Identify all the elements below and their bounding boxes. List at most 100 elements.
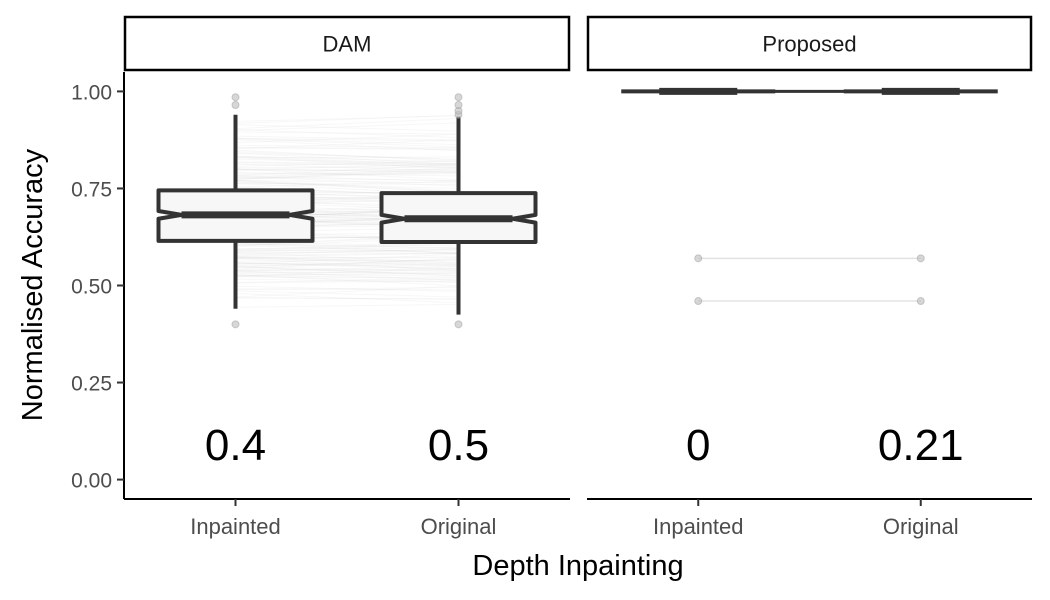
paired-line [235, 156, 459, 168]
paired-line [235, 243, 459, 253]
paired-line [235, 180, 459, 193]
facet-strip-label: Proposed [762, 32, 856, 57]
x-axis-label: Depth Inpainting [472, 550, 683, 582]
paired-line [235, 272, 459, 277]
x-tick-label: Original [421, 514, 497, 539]
box-original [379, 93, 538, 329]
paired-line [235, 155, 459, 166]
paired-line [235, 275, 459, 283]
outlier-point [916, 254, 925, 263]
paired-line [235, 176, 459, 182]
paired-line [235, 156, 459, 159]
outlier-point [454, 100, 463, 109]
paired-line [235, 249, 459, 253]
paired-line [235, 168, 459, 180]
paired-line [235, 285, 459, 292]
paired-line [235, 251, 459, 264]
paired-line [235, 158, 459, 165]
outlier-point [694, 297, 703, 306]
paired-line [235, 171, 459, 180]
paired-line [235, 297, 459, 300]
paired-line [235, 255, 459, 265]
paired-line [235, 149, 459, 163]
paired-line [235, 160, 459, 167]
annotation-label: 0 [686, 421, 710, 470]
paired-line [235, 278, 459, 283]
paired-line [235, 139, 459, 150]
paired-line [235, 270, 459, 282]
paired-line [235, 251, 459, 254]
paired-line [235, 266, 459, 277]
annotation-label: 0.21 [878, 421, 964, 470]
paired-line [235, 133, 459, 144]
outlier-point [454, 93, 463, 102]
paired-line [235, 267, 459, 277]
paired-line [235, 286, 459, 291]
y-tick-label: 0.00 [71, 470, 112, 493]
paired-line [235, 242, 459, 247]
paired-line [235, 179, 459, 184]
paired-line [235, 172, 459, 177]
paired-line [235, 263, 459, 265]
paired-line [235, 135, 459, 141]
facet-strip-label: DAM [323, 32, 372, 57]
paired-line [235, 242, 459, 254]
paired-line [235, 280, 459, 284]
paired-line [235, 285, 459, 298]
paired-line [235, 163, 459, 171]
box-inpainted [156, 93, 315, 329]
paired-line [235, 175, 459, 182]
paired-line [235, 144, 459, 149]
y-tick-label: 1.00 [71, 81, 112, 104]
outlier-point [694, 254, 703, 263]
paired-line [235, 147, 459, 151]
paired-line [235, 261, 459, 269]
paired-line [235, 274, 459, 287]
paired-line [235, 173, 459, 176]
paired-line [235, 243, 459, 249]
paired-line [235, 243, 459, 249]
paired-line [235, 253, 459, 265]
facet-strip [123, 15, 571, 72]
paired-line [235, 152, 459, 160]
paired-line [235, 276, 459, 279]
paired-line [235, 151, 459, 161]
paired-line [235, 156, 459, 170]
paired-line [235, 118, 459, 130]
paired-line [235, 303, 459, 308]
annotation-label: 0.5 [428, 421, 489, 470]
paired-line [235, 288, 459, 291]
y-tick-label: 0.25 [71, 373, 112, 396]
paired-line [235, 257, 459, 267]
outlier-point [454, 320, 463, 329]
paired-line [235, 164, 459, 176]
paired-line [235, 258, 459, 268]
x-tick-label: Inpainted [653, 514, 744, 539]
paired-line [235, 169, 459, 180]
paired-line [235, 248, 459, 255]
outlier-point [231, 100, 240, 109]
outlier-point [231, 93, 240, 102]
paired-line [235, 252, 459, 257]
paired-line [235, 122, 459, 132]
annotation-label: 0.4 [205, 421, 266, 470]
paired-line [235, 181, 459, 190]
paired-line [235, 271, 459, 275]
outlier-point [916, 297, 925, 306]
paired-line [235, 256, 459, 262]
paired-line [235, 129, 459, 139]
paired-line [235, 179, 459, 192]
paired-line [235, 161, 459, 168]
paired-line [235, 161, 459, 165]
paired-line [235, 163, 459, 166]
paired-line [235, 131, 459, 135]
outlier-point [231, 320, 240, 329]
paired-line [235, 258, 459, 271]
paired-line [235, 137, 459, 142]
paired-line [235, 115, 459, 123]
paired-line [235, 268, 459, 272]
paired-line [235, 256, 459, 259]
paired-line [235, 290, 459, 298]
paired-line [235, 139, 459, 152]
